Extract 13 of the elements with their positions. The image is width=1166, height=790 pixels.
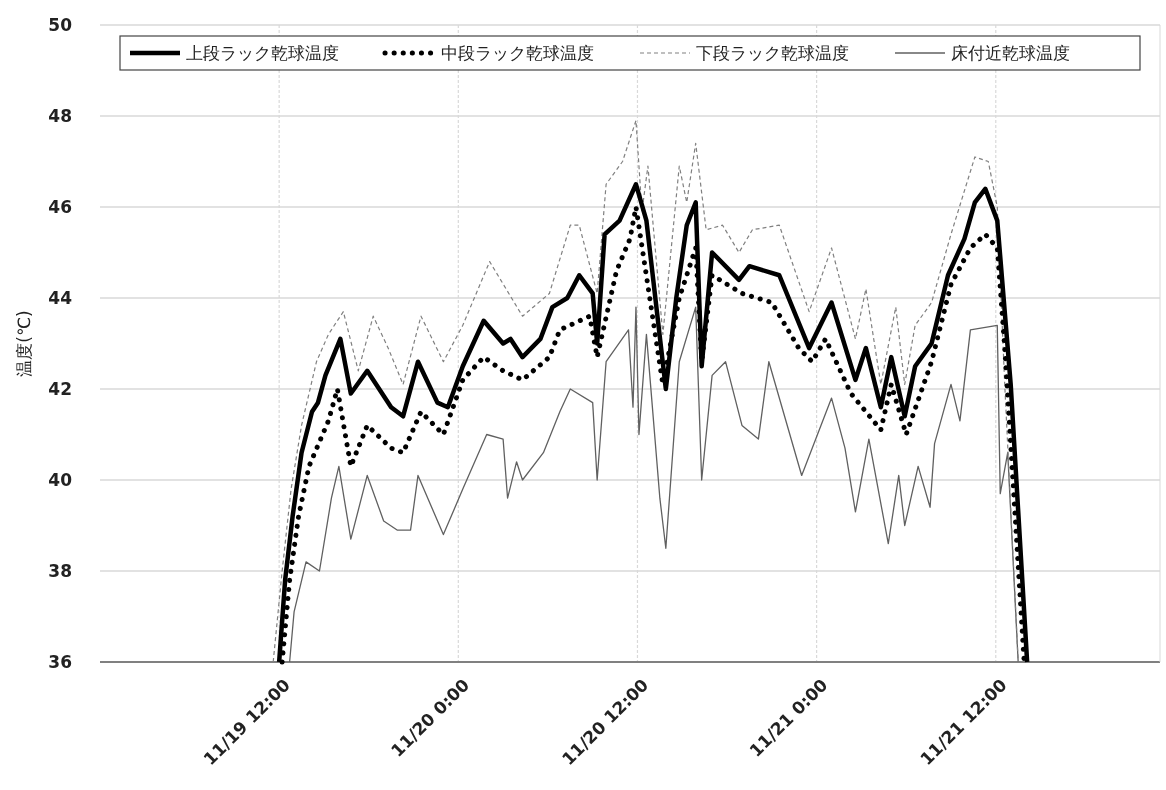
legend-label: 中段ラック乾球温度 (441, 43, 594, 63)
y-tick-label: 42 (48, 379, 72, 399)
legend-label: 床付近乾球温度 (951, 43, 1070, 63)
y-tick-label: 44 (48, 288, 73, 308)
legend-label: 上段ラック乾球温度 (186, 43, 339, 63)
y-tick-label: 46 (48, 197, 72, 217)
y-tick-label: 50 (48, 15, 73, 35)
legend-label: 下段ラック乾球温度 (696, 43, 849, 63)
y-tick-label: 38 (48, 561, 72, 581)
y-axis-title: 温度(℃) (14, 310, 34, 377)
y-tick-label: 36 (48, 652, 72, 672)
y-tick-label: 40 (48, 470, 73, 490)
y-tick-label: 48 (48, 106, 72, 126)
